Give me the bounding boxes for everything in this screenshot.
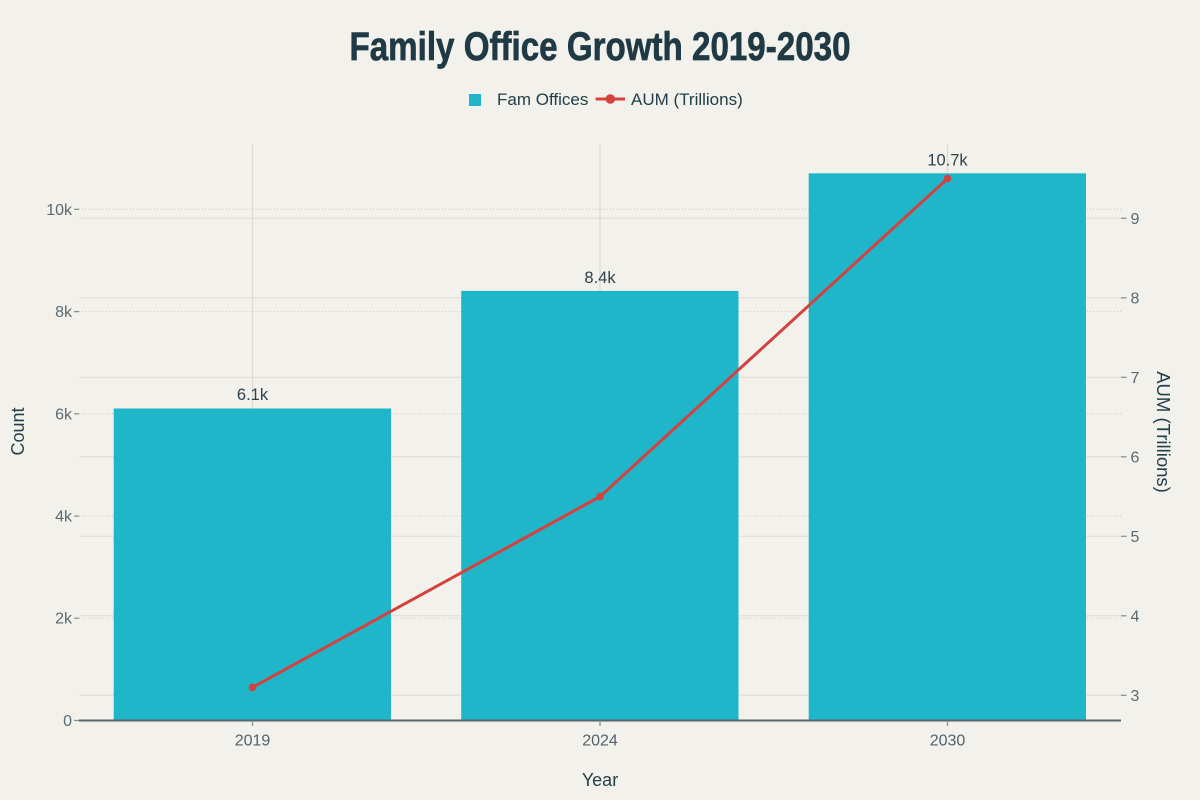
svg-text:8.4k: 8.4k xyxy=(584,269,616,287)
svg-text:2030: 2030 xyxy=(930,733,966,750)
svg-text:8: 8 xyxy=(1131,290,1140,307)
svg-text:4: 4 xyxy=(1131,608,1140,625)
svg-text:0: 0 xyxy=(63,713,72,730)
svg-text:AUM (Trillions): AUM (Trillions) xyxy=(631,90,743,109)
svg-text:5: 5 xyxy=(1131,529,1140,546)
svg-text:2019: 2019 xyxy=(235,733,271,750)
svg-text:6k: 6k xyxy=(55,406,73,423)
svg-text:7: 7 xyxy=(1131,370,1140,387)
svg-text:Fam Offices: Fam Offices xyxy=(497,90,588,109)
svg-text:4k: 4k xyxy=(55,509,73,526)
svg-text:9: 9 xyxy=(1131,211,1140,228)
svg-text:8k: 8k xyxy=(55,304,73,321)
svg-text:Count: Count xyxy=(8,407,28,455)
svg-text:Family Office Growth 2019-2030: Family Office Growth 2019-2030 xyxy=(350,25,851,69)
svg-text:10k: 10k xyxy=(46,202,73,219)
svg-text:Year: Year xyxy=(582,770,618,790)
svg-text:3: 3 xyxy=(1131,688,1140,705)
svg-text:10.7k: 10.7k xyxy=(927,152,968,170)
svg-text:2024: 2024 xyxy=(582,733,618,750)
svg-text:AUM (Trillions): AUM (Trillions) xyxy=(1153,371,1174,493)
svg-text:2k: 2k xyxy=(55,611,73,628)
svg-text:6.1k: 6.1k xyxy=(237,386,269,404)
svg-text:6: 6 xyxy=(1131,449,1140,466)
